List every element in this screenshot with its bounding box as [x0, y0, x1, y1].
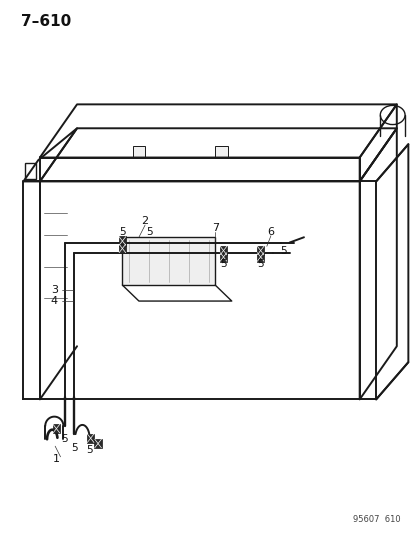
Text: 7: 7	[211, 223, 218, 233]
Bar	[219, 252, 227, 262]
Text: 5: 5	[220, 259, 226, 269]
Text: 5: 5	[257, 259, 263, 269]
Text: 5: 5	[279, 246, 286, 255]
Text: 6: 6	[267, 227, 274, 237]
Text: 95607  610: 95607 610	[352, 515, 400, 524]
Text: 1: 1	[53, 454, 60, 464]
Text: 7–610: 7–610	[21, 14, 71, 29]
Text: 3: 3	[51, 286, 58, 295]
Bar	[256, 246, 263, 255]
Bar	[122, 237, 215, 285]
Bar	[119, 244, 126, 253]
Bar	[94, 439, 102, 448]
Text: 4: 4	[51, 296, 58, 306]
Text: 5: 5	[145, 227, 152, 237]
Text: 5: 5	[119, 227, 126, 237]
Bar	[219, 246, 227, 255]
Text: 5: 5	[86, 445, 93, 455]
Bar	[256, 252, 263, 262]
Bar	[133, 146, 145, 158]
Bar	[87, 433, 94, 443]
Text: 5: 5	[61, 434, 68, 445]
Text: 2: 2	[141, 216, 148, 227]
Bar	[52, 424, 60, 433]
Bar	[215, 146, 227, 158]
Bar	[119, 236, 126, 246]
Text: 5: 5	[71, 443, 77, 453]
